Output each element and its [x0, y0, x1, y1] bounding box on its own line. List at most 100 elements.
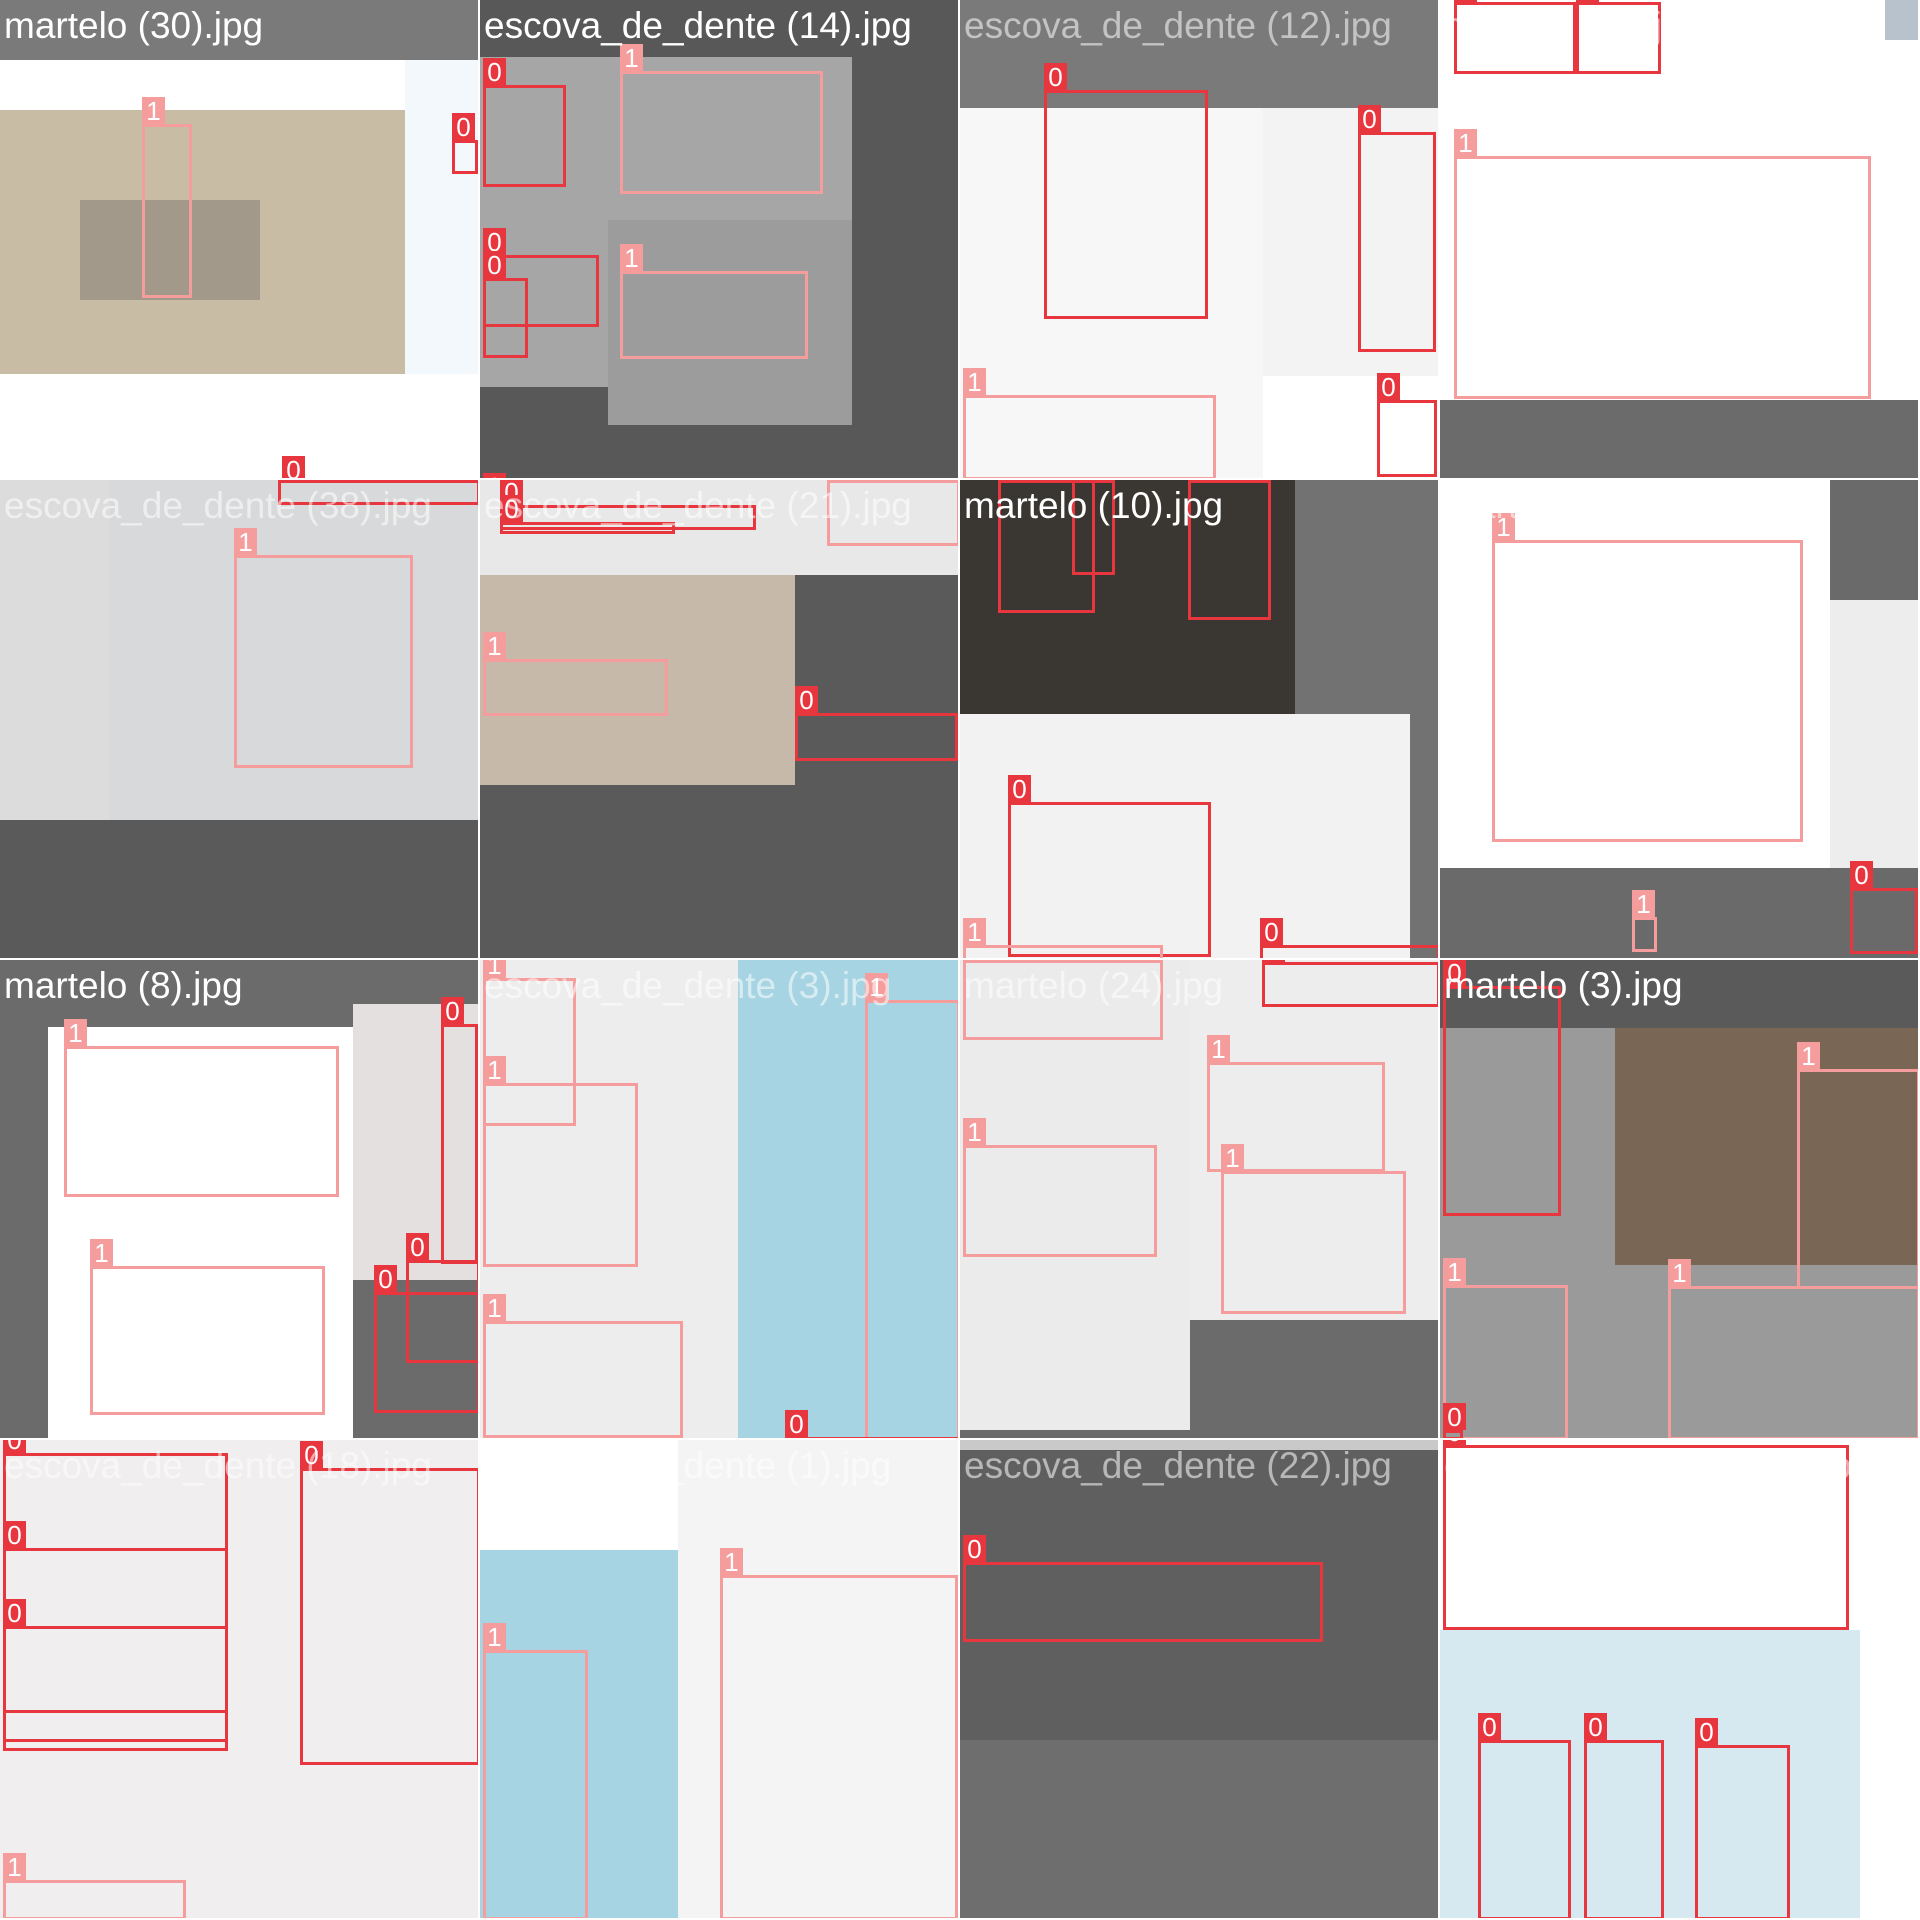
- bounding-box: 1: [1668, 1259, 1918, 1438]
- class-label: 1: [3, 1853, 26, 1881]
- image-filename: martelo (3).jpg: [1444, 965, 1683, 1006]
- class-label: 0: [1358, 105, 1381, 133]
- bounding-box: 0: [3, 1599, 228, 1742]
- bounding-box: 0: [1358, 105, 1436, 352]
- class-label: 0: [795, 686, 818, 714]
- image-filename: martelo (38).jpg: [1444, 5, 1704, 46]
- bounding-box: 0: [963, 1535, 1323, 1642]
- class-label: 0: [483, 251, 506, 279]
- photo-region: [480, 1550, 678, 1918]
- bounding-box: 1: [963, 960, 1163, 1040]
- bounding-box: 0: [1188, 480, 1271, 620]
- class-label: 1: [234, 528, 257, 556]
- bounding-box: 0: [1443, 960, 1561, 1216]
- bounding-box: 0: [483, 251, 528, 358]
- class-label: 1: [64, 1019, 87, 1047]
- bounding-box: 1: [1492, 513, 1803, 842]
- class-label: 0: [1584, 1713, 1607, 1741]
- bounding-box: 1: [483, 1623, 588, 1918]
- image-filename: escova_de_dente (38).jpg: [4, 485, 432, 526]
- photo-region: [678, 1440, 958, 1918]
- class-label: 0: [785, 1410, 808, 1438]
- bounding-box: 1: [1632, 890, 1657, 952]
- bounding-box: 1: [3, 1853, 186, 1918]
- class-label: 0: [452, 113, 475, 141]
- class-label: 0: [1260, 918, 1283, 946]
- photo-region: [738, 960, 958, 1438]
- mosaic-tile: 1 1 1 1 0 martelo (24).jpg: [960, 960, 1440, 1440]
- class-label: 1: [1443, 1258, 1466, 1286]
- class-label: 0: [500, 495, 523, 523]
- mosaic-tile: 0 0 1 martelo (38).jpg: [1440, 0, 1920, 480]
- bounding-box: 1: [483, 1056, 638, 1267]
- class-label: 0: [1478, 1713, 1501, 1741]
- class-label: 0: [963, 1535, 986, 1563]
- bounding-box: 1: [963, 918, 1163, 958]
- mosaic-tile: 1 0 0 martelo (30).jpg: [0, 0, 480, 480]
- mosaic-tile: 1 1 escova_de_dente (1).jpg: [480, 1440, 960, 1920]
- image-filename: escova_de_dente (12).jpg: [964, 5, 1392, 46]
- class-label: 0: [1850, 861, 1873, 889]
- class-label: 1: [1454, 129, 1477, 157]
- bounding-box: 1: [483, 960, 576, 1126]
- class-label: 1: [963, 1118, 986, 1146]
- photo-region: [1885, 0, 1918, 40]
- class-label: 1: [1668, 1259, 1691, 1287]
- class-label: 0: [1576, 0, 1599, 3]
- mosaic-tile: 0 0 0 1 escova_de_dente (12).jpg: [960, 0, 1440, 480]
- bounding-box: 0: [1695, 1718, 1790, 1918]
- class-label: 0: [3, 1521, 26, 1549]
- photo-region: [0, 0, 478, 60]
- class-label: 1: [963, 918, 986, 946]
- class-label: 0: [1008, 775, 1031, 803]
- class-label: 0: [1044, 63, 1067, 91]
- bounding-box: 1: [620, 44, 823, 194]
- bounding-box: 0: [1478, 1713, 1571, 1918]
- class-label: 0: [1443, 960, 1466, 987]
- image-filename: martelo (24).jpg: [964, 965, 1224, 1006]
- class-label: 1: [963, 368, 986, 396]
- image-filename: martelo (8).jpg: [4, 965, 243, 1006]
- photo-region: [405, 60, 478, 374]
- mosaic-tile: 1 1 0 martelo (33).jpg: [1440, 480, 1920, 960]
- bounding-box: 1: [1207, 1035, 1385, 1172]
- bounding-box: 1: [1454, 129, 1871, 399]
- class-label: 0: [3, 1599, 26, 1627]
- class-label: 0: [300, 1441, 323, 1469]
- bounding-box: 0: [278, 480, 478, 505]
- bounding-box: 1: [720, 1548, 958, 1918]
- bounding-box: 0: [1008, 775, 1211, 957]
- image-filename: escova_de_dente (18).jpg: [4, 1445, 432, 1486]
- bounding-box: 0: [1576, 0, 1661, 74]
- image-filename: martelo (30).jpg: [4, 5, 264, 46]
- bounding-box: 0: [1072, 480, 1115, 575]
- bounding-box: 1: [483, 632, 668, 716]
- bounding-box: 1: [1797, 1042, 1918, 1289]
- image-filename: escova_de_dente (22).jpg: [964, 1445, 1392, 1486]
- bounding-box: 0: [1443, 1403, 1466, 1438]
- mosaic-tile: 00110escova_de_dente (21).jpg: [480, 480, 960, 960]
- bounding-box: 1: [64, 1019, 339, 1197]
- class-label: 1: [620, 244, 643, 272]
- mosaic-tile: 1 1 0 0 0 martelo (8).jpg: [0, 960, 480, 1440]
- image-filename: martelo (33).jpg: [1444, 485, 1704, 526]
- class-label: 0: [1695, 1718, 1718, 1746]
- bounding-box: 0: [1044, 63, 1208, 319]
- photo-region: [1440, 480, 1830, 868]
- mosaic-tile: 1 1 1 1 0 escova_de_dente (3).jpg: [480, 960, 960, 1440]
- bounding-box: 0: [374, 1265, 478, 1413]
- class-label: 0: [1262, 960, 1285, 963]
- class-label: 0: [1443, 1440, 1466, 1446]
- bounding-box: 0: [998, 480, 1095, 613]
- class-label: 1: [1797, 1042, 1820, 1070]
- bounding-box: 0: [1584, 1713, 1664, 1918]
- class-label: 0: [1377, 373, 1400, 401]
- photo-region: [110, 480, 478, 820]
- mosaic-tile: 0 escova_de_dente (22).jpg: [960, 1440, 1440, 1920]
- bounding-box: 1: [483, 1294, 683, 1438]
- class-label: 0: [483, 228, 506, 256]
- bounding-box: 0: [1262, 960, 1438, 1007]
- photo-region: [1263, 108, 1438, 376]
- bounding-box: 0: [483, 58, 566, 187]
- photo-region: [0, 1440, 478, 1918]
